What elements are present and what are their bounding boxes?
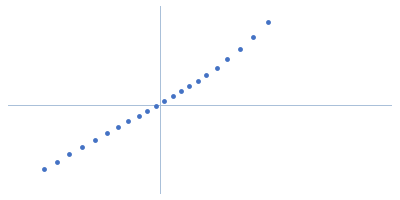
Point bbox=[104, 132, 110, 135]
Point bbox=[203, 74, 210, 77]
Point bbox=[152, 105, 159, 108]
Point bbox=[186, 85, 193, 88]
Point bbox=[53, 160, 60, 163]
Point bbox=[264, 20, 271, 24]
Point bbox=[237, 48, 243, 51]
Point bbox=[91, 138, 98, 141]
Point bbox=[224, 58, 231, 61]
Point bbox=[79, 145, 85, 149]
Point bbox=[214, 66, 220, 69]
Point bbox=[250, 35, 256, 39]
Point bbox=[66, 153, 72, 156]
Point bbox=[144, 110, 150, 113]
Point bbox=[161, 100, 167, 103]
Point bbox=[169, 95, 176, 98]
Point bbox=[195, 80, 201, 83]
Point bbox=[125, 119, 132, 123]
Point bbox=[114, 126, 121, 129]
Point bbox=[41, 168, 47, 171]
Point bbox=[136, 114, 142, 118]
Point bbox=[178, 90, 184, 93]
